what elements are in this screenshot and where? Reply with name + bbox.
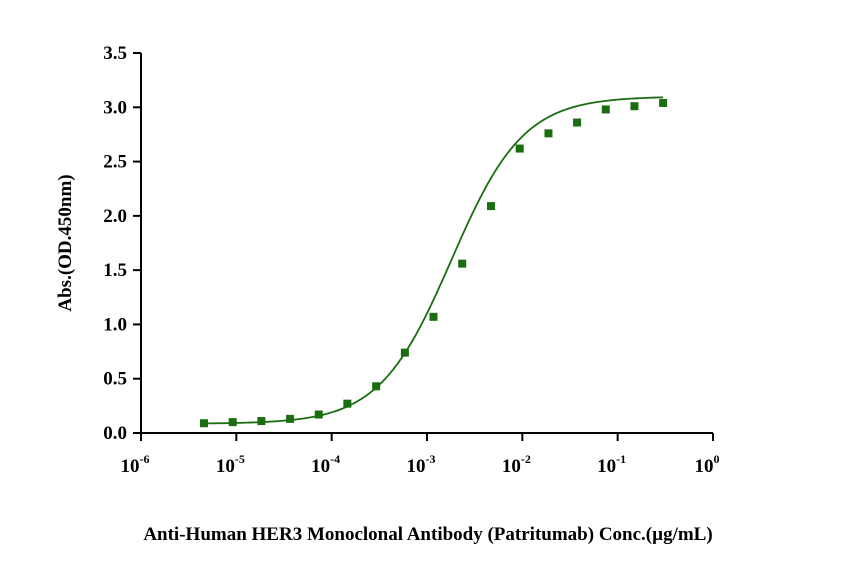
- x-tick-exponent: -3: [426, 452, 436, 466]
- x-tick-label: 10-6: [121, 452, 150, 477]
- data-point: [200, 419, 209, 428]
- y-tick-label: 2.5: [103, 152, 127, 173]
- data-point: [486, 202, 495, 211]
- x-tick-label: 10-2: [502, 452, 531, 477]
- data-point: [573, 118, 582, 127]
- data-point: [458, 259, 467, 268]
- x-tick-exponent: -1: [616, 452, 626, 466]
- x-tick-label: 10-4: [311, 452, 340, 477]
- x-tick-base: 10: [121, 456, 140, 477]
- x-tick-exponent: -2: [521, 452, 531, 466]
- series-layer: [200, 96, 668, 428]
- x-tick-base: 10: [597, 456, 616, 477]
- x-tick-label: 100: [695, 452, 720, 477]
- data-point: [400, 348, 409, 357]
- data-point: [601, 105, 610, 114]
- x-tick-base: 10: [502, 456, 521, 477]
- y-tick-label: 3.5: [103, 43, 127, 64]
- y-axis-title: Abs.(OD.450nm): [55, 174, 76, 311]
- x-tick-label: 10-5: [216, 452, 245, 477]
- fit-curve: [203, 96, 664, 425]
- x-tick-base: 10: [407, 456, 426, 477]
- data-point: [429, 312, 438, 321]
- data-point: [659, 98, 668, 107]
- y-tick-label: 2.0: [103, 206, 127, 227]
- x-tick-exponent: -5: [235, 452, 245, 466]
- data-point: [286, 414, 295, 423]
- y-tick-label: 0.5: [103, 369, 127, 390]
- y-axis: 0.0 0.5 1.0 1.5 2.0 2.5 3.0 3.5: [103, 43, 142, 444]
- x-tick-label: 10-1: [597, 452, 626, 477]
- x-tick-exponent: -4: [330, 452, 340, 466]
- data-point: [630, 102, 639, 111]
- x-tick-exponent: -6: [140, 452, 150, 466]
- x-tick-base: 10: [311, 456, 330, 477]
- data-point: [228, 418, 237, 427]
- x-tick-label: 10-3: [407, 452, 436, 477]
- y-tick-label: 1.5: [103, 260, 127, 281]
- y-tick-label: 3.0: [103, 97, 127, 118]
- data-point: [544, 129, 553, 138]
- y-tick-label: 1.0: [103, 314, 127, 335]
- x-axis-title: Anti-Human HER3 Monoclonal Antibody (Pat…: [143, 524, 712, 545]
- data-point: [372, 382, 381, 391]
- x-tick-exponent: 0: [714, 452, 720, 466]
- x-tick-base: 10: [216, 456, 235, 477]
- x-tick-base: 10: [695, 456, 714, 477]
- y-tick-label: 0.0: [103, 423, 127, 444]
- data-point: [343, 399, 352, 408]
- data-point: [257, 417, 266, 426]
- data-point: [515, 144, 524, 153]
- x-axis: 10-6 10-5 10-4 10-3 10-2 10-1 100: [121, 432, 720, 477]
- data-point: [314, 410, 323, 419]
